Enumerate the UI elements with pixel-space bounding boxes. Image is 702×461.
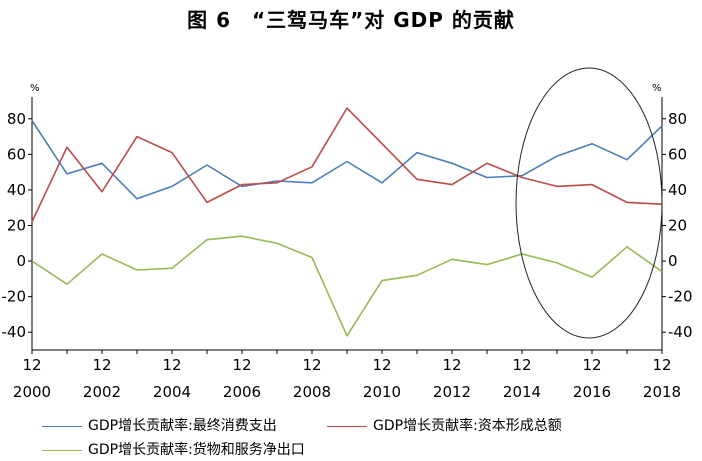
x-tick-year-label: 2016 (573, 383, 611, 401)
legend-label-netexport: GDP增长贡献率:货物和服务净出口 (88, 442, 305, 458)
legend-item-consumption: GDP增长贡献率:最终消费支出 (42, 415, 277, 435)
x-tick-year-label: 2018 (643, 383, 681, 401)
x-tick-year-label: 2010 (363, 383, 401, 401)
x-tick-year-label: 2008 (293, 383, 331, 401)
y-tick-label-left: -40 (2, 323, 27, 341)
legend-swatch-consumption (42, 425, 82, 427)
y-tick-label-right: 60 (668, 145, 687, 163)
y-tick-label-left: 80 (7, 110, 26, 128)
y-unit-left: % (30, 83, 40, 94)
y-tick-label-right: -40 (668, 323, 693, 341)
y-tick-label-left: 20 (7, 217, 26, 235)
y-tick-label-left: 0 (16, 252, 26, 270)
x-tick-year-label: 2000 (13, 383, 51, 401)
legend-label-consumption: GDP增长贡献率:最终消费支出 (88, 418, 277, 434)
x-tick-month-label: 12 (302, 356, 321, 374)
legend-item-netexport: GDP增长贡献率:货物和服务净出口 (42, 439, 305, 459)
series-line-0 (31, 120, 663, 200)
y-tick-label-right: 0 (668, 252, 678, 270)
series-line-1 (31, 107, 663, 223)
y-tick-label-right: 40 (668, 181, 687, 199)
x-tick-month-label: 12 (652, 356, 671, 374)
axes (28, 97, 666, 354)
y-tick-label-left: 40 (7, 181, 26, 199)
x-tick-month-label: 12 (162, 356, 181, 374)
y-tick-label-right: 80 (668, 110, 687, 128)
legend-label-capital: GDP增长贡献率:资本形成总额 (373, 418, 562, 434)
x-tick-year-label: 2004 (153, 383, 191, 401)
chart-title: 图 6 “三驾马车”对 GDP 的贡献 (187, 8, 515, 32)
y-tick-label-left: -20 (2, 288, 27, 306)
legend-swatch-netexport (42, 449, 82, 451)
y-unit-right: % (652, 83, 662, 94)
x-tick-month-label: 12 (22, 356, 41, 374)
x-tick-year-label: 2002 (83, 383, 121, 401)
legend-swatch-capital (327, 425, 367, 427)
x-tick-month-label: 12 (92, 356, 111, 374)
series-lines (31, 107, 663, 337)
x-tick-month-label: 12 (512, 356, 531, 374)
series-line-2 (31, 235, 663, 337)
x-tick-month-label: 12 (582, 356, 601, 374)
x-tick-month-label: 12 (442, 356, 461, 374)
legend-item-capital: GDP增长贡献率:资本形成总额 (327, 415, 562, 435)
y-tick-label-right: 20 (668, 217, 687, 235)
y-tick-label-right: -20 (668, 288, 693, 306)
y-tick-label-left: 60 (7, 145, 26, 163)
highlight-ellipse (515, 67, 663, 339)
x-tick-year-label: 2014 (503, 383, 541, 401)
x-tick-month-label: 12 (232, 356, 251, 374)
x-tick-month-label: 12 (372, 356, 391, 374)
x-tick-year-label: 2012 (433, 383, 471, 401)
x-tick-year-label: 2006 (223, 383, 261, 401)
